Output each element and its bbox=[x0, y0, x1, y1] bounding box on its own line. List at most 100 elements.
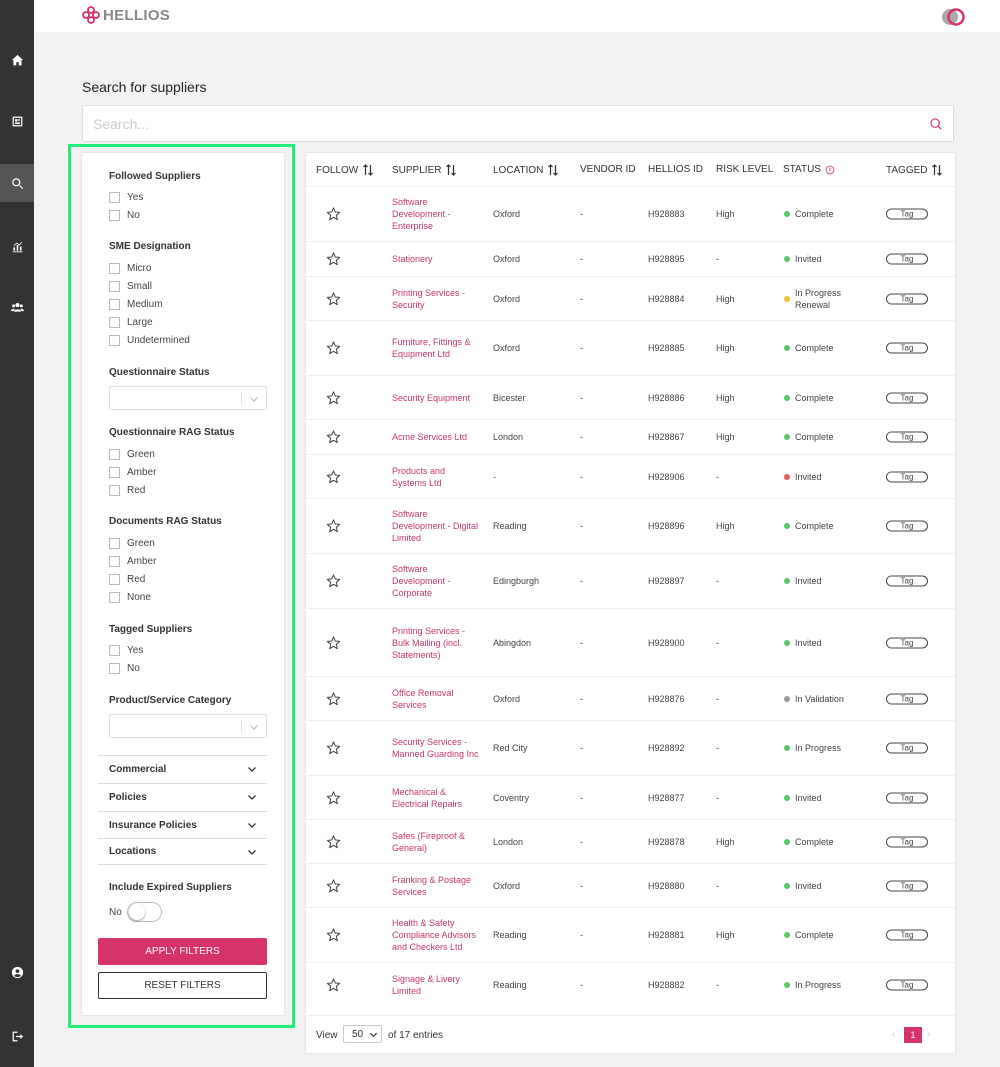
star-icon[interactable] bbox=[326, 635, 341, 650]
sidebar-item-home[interactable] bbox=[0, 41, 34, 79]
supplier-link[interactable]: Signage & Livery Limited bbox=[392, 973, 461, 996]
tag-button[interactable]: Tag bbox=[886, 208, 928, 220]
supplier-link[interactable]: Mechanical & Electrical Repairs bbox=[392, 786, 463, 809]
checkbox[interactable] bbox=[109, 467, 120, 478]
supplier-link[interactable]: Furniture, Fittings & Equipment Ltd bbox=[392, 337, 471, 359]
star-icon[interactable] bbox=[326, 390, 341, 405]
sidebar-item-search[interactable] bbox=[0, 164, 34, 202]
accordion-insurance-policies[interactable]: Insurance Policies bbox=[98, 811, 267, 838]
checkbox[interactable] bbox=[109, 281, 120, 292]
tag-button[interactable]: Tag bbox=[886, 520, 928, 532]
app-logo[interactable]: HELLIOS bbox=[82, 6, 170, 24]
star-icon[interactable] bbox=[326, 977, 341, 992]
tag-button[interactable]: Tag bbox=[886, 792, 928, 803]
info-icon[interactable] bbox=[825, 165, 835, 175]
checkbox[interactable] bbox=[109, 192, 120, 203]
supplier-link[interactable]: Franking & Postage Services bbox=[392, 874, 472, 897]
tag-button[interactable]: Tag bbox=[886, 392, 928, 403]
filter-sme-medium[interactable]: Medium bbox=[109, 299, 163, 310]
user-avatar[interactable] bbox=[939, 6, 967, 28]
tag-button[interactable]: Tag bbox=[886, 431, 928, 443]
tag-button[interactable]: Tag bbox=[886, 929, 928, 941]
checkbox[interactable] bbox=[109, 449, 120, 460]
filter-sme-large[interactable]: Large bbox=[109, 317, 153, 328]
supplier-link[interactable]: Stationery bbox=[392, 254, 433, 264]
filter-drag-red[interactable]: Red bbox=[109, 574, 145, 585]
accordion-commercial[interactable]: Commercial bbox=[98, 755, 267, 782]
filter-followed-yes[interactable]: Yes bbox=[109, 192, 143, 203]
sidebar-item-users[interactable] bbox=[0, 288, 34, 326]
star-icon[interactable] bbox=[326, 469, 341, 484]
filter-qrag-amber[interactable]: Amber bbox=[109, 467, 156, 478]
questionnaire-status-select[interactable] bbox=[109, 386, 267, 410]
star-icon[interactable] bbox=[326, 207, 341, 222]
tag-button[interactable]: Tag bbox=[886, 836, 928, 847]
checkbox[interactable] bbox=[109, 592, 120, 603]
sidebar-item-account[interactable] bbox=[0, 953, 34, 991]
filter-sme-small[interactable]: Small bbox=[109, 281, 152, 292]
header-tagged[interactable]: TAGGED bbox=[886, 164, 943, 176]
page-size-select[interactable]: 50 bbox=[343, 1025, 382, 1043]
reset-filters-button[interactable]: RESET FILTERS bbox=[98, 972, 267, 999]
star-icon[interactable] bbox=[326, 790, 341, 805]
prev-page-button[interactable]: ‹ bbox=[892, 1029, 896, 1040]
star-icon[interactable] bbox=[326, 341, 341, 356]
accordion-policies[interactable]: Policies bbox=[98, 783, 267, 810]
star-icon[interactable] bbox=[326, 691, 341, 706]
sidebar-item-analytics[interactable] bbox=[0, 227, 34, 265]
checkbox[interactable] bbox=[109, 574, 120, 585]
filter-drag-green[interactable]: Green bbox=[109, 538, 155, 549]
checkbox[interactable] bbox=[109, 317, 120, 328]
star-icon[interactable] bbox=[326, 519, 341, 534]
tag-button[interactable]: Tag bbox=[886, 693, 928, 704]
page-button-current[interactable]: 1 bbox=[904, 1027, 922, 1043]
header-follow[interactable]: FOLLOW bbox=[316, 164, 374, 176]
filter-followed-no[interactable]: No bbox=[109, 210, 140, 221]
next-page-button[interactable]: › bbox=[927, 1029, 931, 1040]
filter-qrag-red[interactable]: Red bbox=[109, 485, 145, 496]
supplier-link[interactable]: Security Equipment bbox=[392, 392, 471, 403]
filter-drag-none[interactable]: None bbox=[109, 592, 151, 603]
header-supplier[interactable]: SUPPLIER bbox=[392, 164, 457, 176]
filter-tagged-yes[interactable]: Yes bbox=[109, 645, 143, 656]
supplier-link[interactable]: Printing Services - Security bbox=[392, 287, 466, 310]
supplier-link[interactable]: Health & Safety Compliance Advisors and … bbox=[392, 918, 477, 952]
star-icon[interactable] bbox=[326, 741, 341, 756]
sidebar-item-dashboard[interactable] bbox=[0, 102, 34, 140]
supplier-link[interactable]: Acme Services Ltd bbox=[392, 432, 468, 442]
supplier-link[interactable]: Software Development - Enterprise bbox=[392, 197, 451, 231]
tag-button[interactable]: Tag bbox=[886, 342, 928, 354]
supplier-link[interactable]: Products and Systems Ltd bbox=[392, 465, 446, 488]
tag-button[interactable]: Tag bbox=[886, 293, 928, 304]
supplier-link[interactable]: Office Removal Services bbox=[392, 687, 454, 710]
star-icon[interactable] bbox=[326, 834, 341, 849]
filter-qrag-green[interactable]: Green bbox=[109, 449, 155, 460]
apply-filters-button[interactable]: APPLY FILTERS bbox=[98, 938, 267, 965]
expired-toggle[interactable] bbox=[127, 902, 162, 922]
header-location[interactable]: LOCATION bbox=[493, 164, 559, 176]
supplier-link[interactable]: Safes (Fireproof & General) bbox=[392, 830, 466, 853]
filter-drag-amber[interactable]: Amber bbox=[109, 556, 156, 567]
tag-button[interactable]: Tag bbox=[886, 742, 928, 754]
checkbox[interactable] bbox=[109, 210, 120, 221]
supplier-link[interactable]: Software Development - Corporate bbox=[392, 564, 451, 598]
filter-sme-undetermined[interactable]: Undetermined bbox=[109, 335, 190, 346]
tag-button[interactable]: Tag bbox=[886, 575, 928, 587]
star-icon[interactable] bbox=[326, 878, 341, 893]
search-input[interactable] bbox=[83, 106, 883, 141]
filter-sme-micro[interactable]: Micro bbox=[109, 263, 151, 274]
checkbox[interactable] bbox=[109, 299, 120, 310]
supplier-link[interactable]: Security Services - Manned Guarding Inc bbox=[392, 737, 479, 759]
tag-button[interactable]: Tag bbox=[886, 979, 928, 990]
checkbox[interactable] bbox=[109, 663, 120, 674]
tag-button[interactable]: Tag bbox=[886, 880, 928, 891]
accordion-locations[interactable]: Locations bbox=[98, 838, 267, 865]
star-icon[interactable] bbox=[326, 574, 341, 589]
tag-button[interactable]: Tag bbox=[886, 471, 928, 482]
search-submit-icon[interactable] bbox=[929, 117, 943, 131]
tag-button[interactable]: Tag bbox=[886, 253, 928, 265]
star-icon[interactable] bbox=[326, 291, 341, 306]
checkbox[interactable] bbox=[109, 335, 120, 346]
supplier-link[interactable]: Software Development - Digital Limited bbox=[392, 509, 479, 543]
sidebar-item-logout[interactable] bbox=[0, 1017, 34, 1055]
